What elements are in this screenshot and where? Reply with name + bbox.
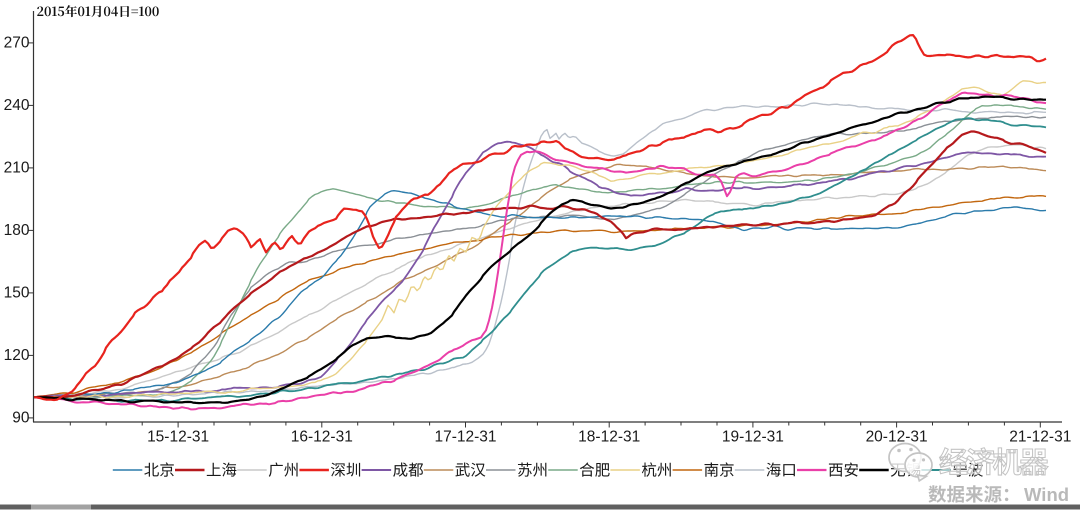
svg-text:Wind: Wind — [1024, 484, 1069, 505]
svg-text:210: 210 — [4, 160, 30, 177]
svg-text:270: 270 — [4, 35, 30, 52]
svg-text:16-12-31: 16-12-31 — [291, 429, 353, 446]
svg-text:18-12-31: 18-12-31 — [578, 429, 640, 446]
svg-text:180: 180 — [4, 222, 30, 239]
svg-text:120: 120 — [4, 347, 30, 364]
svg-text:240: 240 — [4, 97, 30, 114]
svg-text:90: 90 — [12, 410, 30, 427]
svg-text:20-12-31: 20-12-31 — [866, 429, 928, 446]
svg-text:17-12-31: 17-12-31 — [434, 429, 496, 446]
svg-text:21-12-31: 21-12-31 — [1009, 429, 1071, 446]
svg-text:15-12-31: 15-12-31 — [147, 429, 209, 446]
svg-text:150: 150 — [4, 285, 30, 302]
svg-text:19-12-31: 19-12-31 — [722, 429, 784, 446]
